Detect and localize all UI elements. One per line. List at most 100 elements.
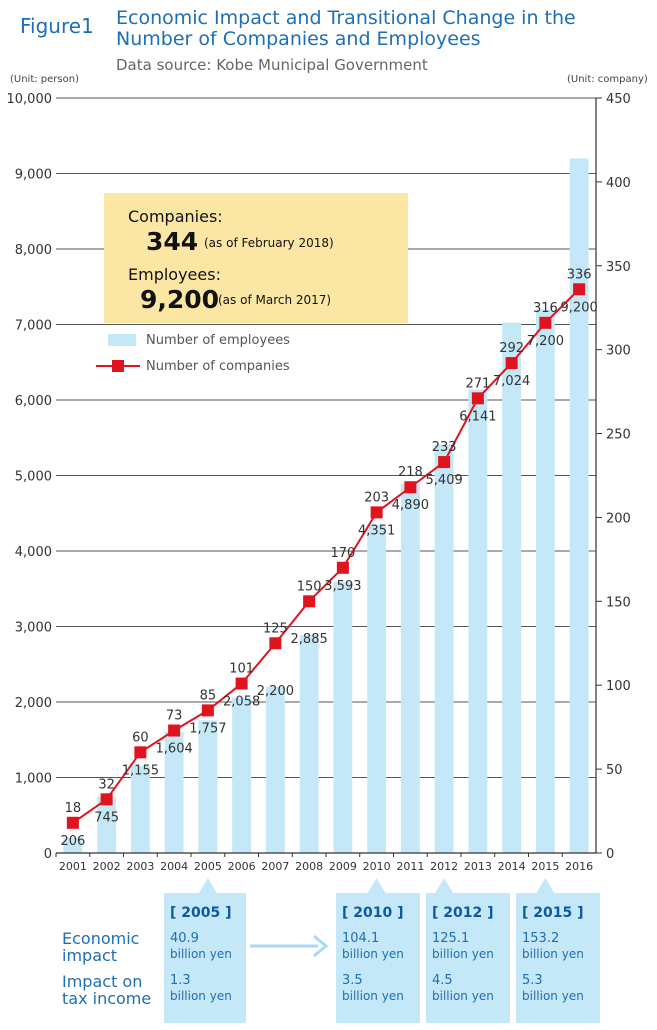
employees-value: 9,200	[140, 285, 220, 314]
left-tick-label: 4,000	[15, 545, 52, 560]
tax-value: 4.5	[432, 973, 453, 988]
company-marker-2004	[168, 724, 181, 737]
data-source: Data source: Kobe Municipal Government	[116, 56, 428, 74]
employee-label-2001: 206	[60, 834, 85, 849]
bar-2004	[164, 731, 184, 853]
left-tick-label: 7,000	[15, 319, 52, 334]
right-axis-unit: (Unit: company)	[567, 74, 648, 85]
bar-2002	[97, 796, 117, 853]
x-tick-label: 2010	[363, 860, 391, 873]
company-label-2007: 125	[263, 621, 288, 636]
bar-2015	[535, 309, 555, 853]
company-label-2005: 85	[200, 688, 217, 703]
employee-label-2007: 2,200	[257, 684, 294, 699]
figure-label: Figure1	[20, 14, 94, 38]
impact-pointer-2012	[435, 878, 454, 893]
company-marker-2011	[404, 481, 417, 494]
impact-box-2010: [ 2010 ] 104.1 billion yen 3.5 billion y…	[336, 893, 420, 1023]
left-tick-label: 10,000	[7, 92, 53, 107]
bar-2010	[367, 524, 387, 853]
company-marker-2001	[66, 816, 79, 829]
company-label-2011: 218	[398, 465, 423, 480]
company-marker-2014	[505, 357, 518, 370]
employees-note: (as of March 2017)	[218, 293, 332, 307]
chart-title-line-2: Number of Companies and Employees	[116, 28, 481, 50]
right-tick-label: 150	[606, 595, 631, 610]
x-tick-label: 2006	[228, 860, 256, 873]
company-line	[66, 283, 586, 829]
left-tick-label: 2,000	[15, 696, 52, 711]
economic-unit: billion yen	[522, 947, 584, 961]
tax-unit: billion yen	[432, 989, 494, 1003]
tax-impact-label: Impact on tax income	[62, 973, 151, 1007]
x-tick-label: 2016	[565, 860, 593, 873]
company-marker-2006	[235, 677, 248, 690]
right-tick-label: 50	[606, 763, 623, 778]
company-label-2014: 292	[499, 341, 524, 356]
x-tick-label: 2005	[194, 860, 222, 873]
chart-title-line-1: Economic Impact and Transitional Change …	[116, 7, 576, 29]
legend-companies: Number of companies	[146, 359, 290, 374]
economic-value: 104.1	[342, 931, 380, 946]
x-tick-label: 2007	[261, 860, 289, 873]
bar-2016	[569, 158, 589, 853]
bar-2003	[130, 765, 150, 853]
company-label-2013: 271	[465, 376, 490, 391]
impact-box-2015: [ 2015 ] 153.2 billion yen 5.3 billion y…	[516, 893, 600, 1023]
x-tick-label: 2013	[464, 860, 492, 873]
tax-value: 3.5	[342, 973, 363, 988]
bar-2005	[198, 720, 218, 853]
bar-2006	[232, 697, 252, 853]
tax-unit: billion yen	[522, 989, 584, 1003]
employees-label: Employees:	[128, 265, 221, 284]
right-tick-label: 200	[606, 511, 631, 526]
tax-impact-label-line1: Impact on	[62, 972, 143, 991]
employee-label-2015: 7,200	[527, 334, 564, 349]
impact-box-2012: [ 2012 ] 125.1 billion yen 4.5 billion y…	[426, 893, 510, 1023]
x-tick-label: 2011	[396, 860, 424, 873]
company-label-2002: 32	[98, 777, 115, 792]
legend-employees: Number of employees	[146, 333, 290, 348]
impact-pointer-2015	[536, 878, 555, 893]
company-label-2009: 170	[330, 546, 355, 561]
economic-value: 153.2	[522, 931, 560, 946]
tax-value: 5.3	[522, 973, 543, 988]
company-label-2001: 18	[65, 801, 82, 816]
right-tick-label: 100	[606, 679, 631, 694]
employee-label-2003: 1,155	[122, 763, 159, 778]
tax-unit: billion yen	[170, 989, 232, 1003]
bar-2013	[468, 389, 488, 853]
tax-value: 1.3	[170, 973, 191, 988]
x-tick-label: 2001	[59, 860, 87, 873]
company-marker-2010	[370, 506, 383, 519]
company-marker-2012	[438, 456, 451, 469]
legend-line-swatch	[96, 360, 140, 372]
employee-label-2012: 5,409	[426, 473, 463, 488]
x-tick-label: 2014	[498, 860, 526, 873]
right-tick-label: 300	[606, 344, 631, 359]
employee-label-2002: 745	[94, 810, 119, 825]
company-label-2003: 60	[132, 730, 149, 745]
employee-label-2004: 1,604	[156, 742, 193, 757]
company-line-path	[72, 288, 580, 824]
x-tick-label: 2012	[430, 860, 458, 873]
company-marker-2015	[539, 316, 552, 329]
left-tick-label: 5,000	[15, 470, 52, 485]
company-label-2012: 233	[432, 440, 457, 455]
impact-arrows	[198, 878, 555, 958]
axes: 0 1,000 2,000 3,000 4,000 5,000 6,000 7,000 8,00…	[7, 92, 631, 873]
left-tick-label: 1,000	[15, 772, 52, 787]
impact-box-2005: [ 2005 ] 40.9 billion yen 1.3 billion ye…	[164, 893, 246, 1023]
x-tick-label: 2009	[329, 860, 357, 873]
x-tick-label: 2008	[295, 860, 323, 873]
left-tick-label: 6,000	[15, 394, 52, 409]
impact-year: [ 2010 ]	[342, 905, 404, 921]
x-tick-label: 2015	[531, 860, 559, 873]
economic-unit: billion yen	[342, 947, 404, 961]
economic-unit: billion yen	[432, 947, 494, 961]
economic-impact-label-line1: Economic	[62, 929, 140, 948]
company-marker-2005	[201, 704, 214, 717]
legend-bar-swatch	[108, 334, 136, 346]
